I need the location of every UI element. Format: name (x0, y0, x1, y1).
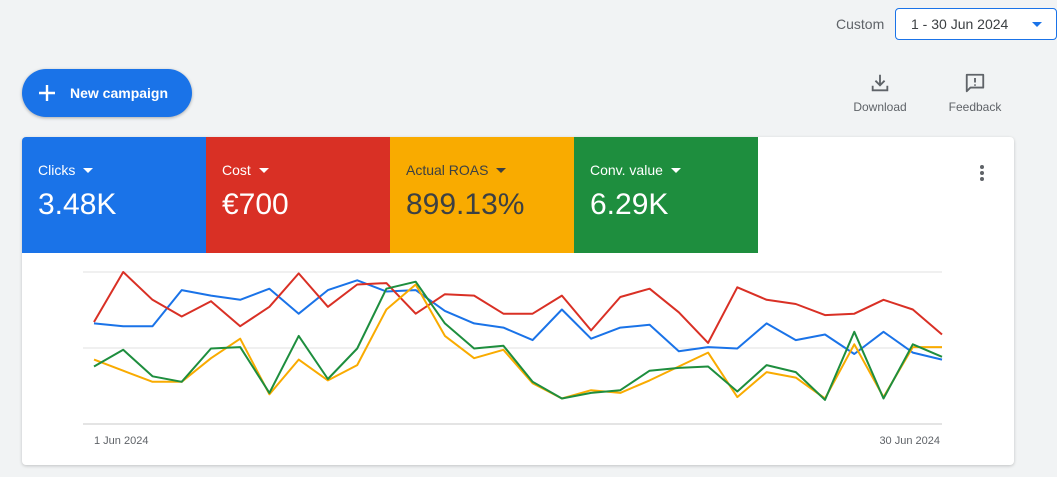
date-range-label: Custom (836, 16, 885, 32)
performance-line-chart: 1 Jun 2024 30 Jun 2024 (83, 271, 943, 447)
metric-tile-clicks[interactable]: Clicks 3.48K (22, 137, 206, 253)
metric-tile-actual-roas[interactable]: Actual ROAS 899.13% (390, 137, 574, 253)
download-button[interactable]: Download (848, 72, 912, 114)
dropdown-arrow-icon[interactable] (496, 167, 507, 173)
dropdown-arrow-icon[interactable] (83, 167, 94, 173)
date-range-select[interactable]: 1 - 30 Jun 2024 (895, 8, 1057, 40)
feedback-icon (965, 73, 985, 93)
metric-value: 899.13% (406, 188, 525, 221)
download-icon (871, 74, 889, 92)
metric-label: Actual ROAS (406, 162, 489, 178)
more-options-icon[interactable] (972, 163, 992, 183)
new-campaign-button[interactable]: New campaign (22, 69, 192, 117)
download-label: Download (853, 100, 907, 114)
dropdown-arrow-icon[interactable] (258, 167, 269, 173)
metric-value: €700 (222, 188, 289, 221)
metric-label: Conv. value (590, 162, 663, 178)
metric-value: 6.29K (590, 188, 669, 221)
x-axis-end-label: 30 Jun 2024 (879, 435, 940, 447)
series-line-clicks (93, 279, 943, 361)
plus-icon (39, 85, 55, 101)
series-layer (93, 271, 943, 401)
feedback-button[interactable]: Feedback (944, 72, 1006, 114)
metric-label: Clicks (38, 162, 76, 178)
performance-card: Clicks 3.48K Cost €700 Actual ROAS 899.1… (22, 137, 1014, 465)
series-line-cost (93, 271, 943, 344)
metric-label: Cost (222, 162, 251, 178)
feedback-label: Feedback (948, 100, 1002, 114)
x-axis-start-label: 1 Jun 2024 (94, 435, 148, 447)
dropdown-caret-icon (1032, 22, 1042, 27)
series-line-actual-roas (93, 283, 942, 400)
metric-tile-conv-value[interactable]: Conv. value 6.29K (574, 137, 758, 253)
new-campaign-label: New campaign (70, 85, 169, 101)
series-line-conv-value (93, 280, 943, 401)
metric-tile-cost[interactable]: Cost €700 (206, 137, 390, 253)
dropdown-arrow-icon[interactable] (670, 167, 681, 173)
metric-value: 3.48K (38, 188, 117, 221)
date-range-value: 1 - 30 Jun 2024 (911, 16, 1009, 32)
